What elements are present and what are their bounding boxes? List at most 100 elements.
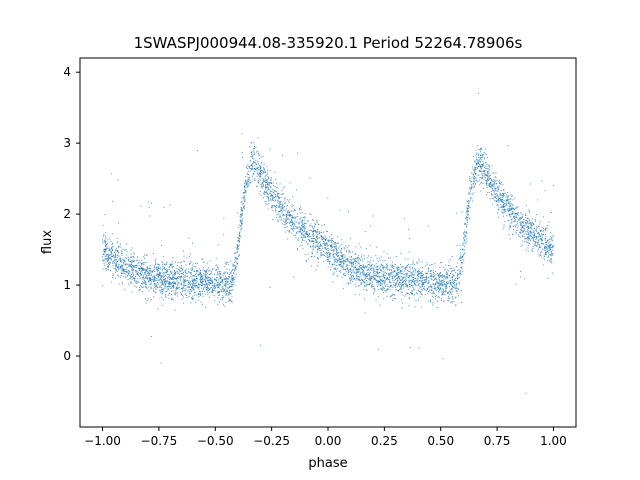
data-point xyxy=(235,258,237,260)
data-point xyxy=(502,201,504,203)
data-point xyxy=(217,266,219,268)
data-point xyxy=(407,258,409,260)
data-point xyxy=(316,220,318,222)
data-point xyxy=(202,287,204,289)
data-point xyxy=(445,278,447,280)
data-point xyxy=(437,277,439,279)
data-point xyxy=(426,277,428,279)
data-point xyxy=(116,259,118,261)
data-point xyxy=(424,281,426,283)
data-point xyxy=(395,274,397,276)
data-point xyxy=(379,267,381,269)
data-point xyxy=(321,249,323,251)
data-point xyxy=(191,280,193,282)
data-point xyxy=(221,290,223,292)
data-point xyxy=(223,217,225,219)
data-point xyxy=(535,236,537,238)
data-point xyxy=(549,238,551,240)
data-point xyxy=(169,284,171,286)
data-point xyxy=(474,167,476,169)
data-point xyxy=(118,255,120,257)
data-point xyxy=(478,165,480,167)
data-point xyxy=(228,287,230,289)
data-point xyxy=(533,234,535,236)
data-point xyxy=(152,275,154,277)
data-point xyxy=(488,166,490,168)
data-point xyxy=(520,212,522,214)
data-point xyxy=(304,216,306,218)
data-point xyxy=(140,205,142,207)
data-point xyxy=(114,255,116,257)
data-point xyxy=(197,274,199,276)
data-point xyxy=(368,272,370,274)
data-point xyxy=(135,273,137,275)
data-point xyxy=(342,254,344,256)
data-point xyxy=(199,284,201,286)
data-point xyxy=(171,277,173,279)
data-point xyxy=(224,279,226,281)
data-point xyxy=(325,239,327,241)
data-point xyxy=(463,236,465,238)
data-point xyxy=(551,246,553,248)
data-point xyxy=(209,282,211,284)
data-point xyxy=(497,197,499,199)
data-point xyxy=(202,269,204,271)
data-point xyxy=(110,258,112,260)
data-point xyxy=(530,222,532,224)
data-point xyxy=(331,245,333,247)
data-point xyxy=(460,248,462,250)
data-point xyxy=(147,286,149,288)
data-point xyxy=(114,259,116,261)
data-point xyxy=(508,208,510,210)
data-point xyxy=(547,246,549,248)
data-point xyxy=(199,273,201,275)
data-point xyxy=(316,251,318,253)
data-point xyxy=(520,222,522,224)
data-point xyxy=(492,180,494,182)
data-point xyxy=(103,234,105,236)
data-point xyxy=(112,275,114,277)
data-point xyxy=(103,262,105,264)
data-point xyxy=(139,271,141,273)
data-point xyxy=(311,265,313,267)
data-point xyxy=(546,243,548,245)
data-point xyxy=(275,179,277,181)
data-point xyxy=(120,267,122,269)
data-point xyxy=(473,185,475,187)
data-point xyxy=(285,213,287,215)
data-point xyxy=(161,280,163,282)
data-point xyxy=(190,289,192,291)
data-point xyxy=(441,291,443,293)
data-point xyxy=(490,186,492,188)
data-point xyxy=(444,294,446,296)
data-point xyxy=(426,281,428,283)
data-point xyxy=(499,192,501,194)
data-point xyxy=(210,287,212,289)
data-point xyxy=(327,247,329,249)
data-point xyxy=(349,262,351,264)
data-point xyxy=(302,248,304,250)
data-point xyxy=(161,275,163,277)
data-point xyxy=(507,210,509,212)
data-point xyxy=(413,279,415,281)
data-point xyxy=(195,286,197,288)
data-point xyxy=(471,198,473,200)
data-point xyxy=(226,279,228,281)
data-point xyxy=(323,241,325,243)
data-point xyxy=(373,267,375,269)
data-point xyxy=(162,283,164,285)
data-point xyxy=(370,271,372,273)
data-point xyxy=(103,253,105,255)
data-point xyxy=(442,275,444,277)
data-point xyxy=(368,284,370,286)
data-point xyxy=(352,274,354,276)
data-point xyxy=(425,276,427,278)
data-point xyxy=(479,159,481,161)
data-point xyxy=(280,197,282,199)
data-point xyxy=(327,245,329,247)
data-point xyxy=(520,216,522,218)
data-point xyxy=(317,238,319,240)
data-point xyxy=(425,280,427,282)
data-point xyxy=(155,263,157,265)
data-point xyxy=(409,272,411,274)
